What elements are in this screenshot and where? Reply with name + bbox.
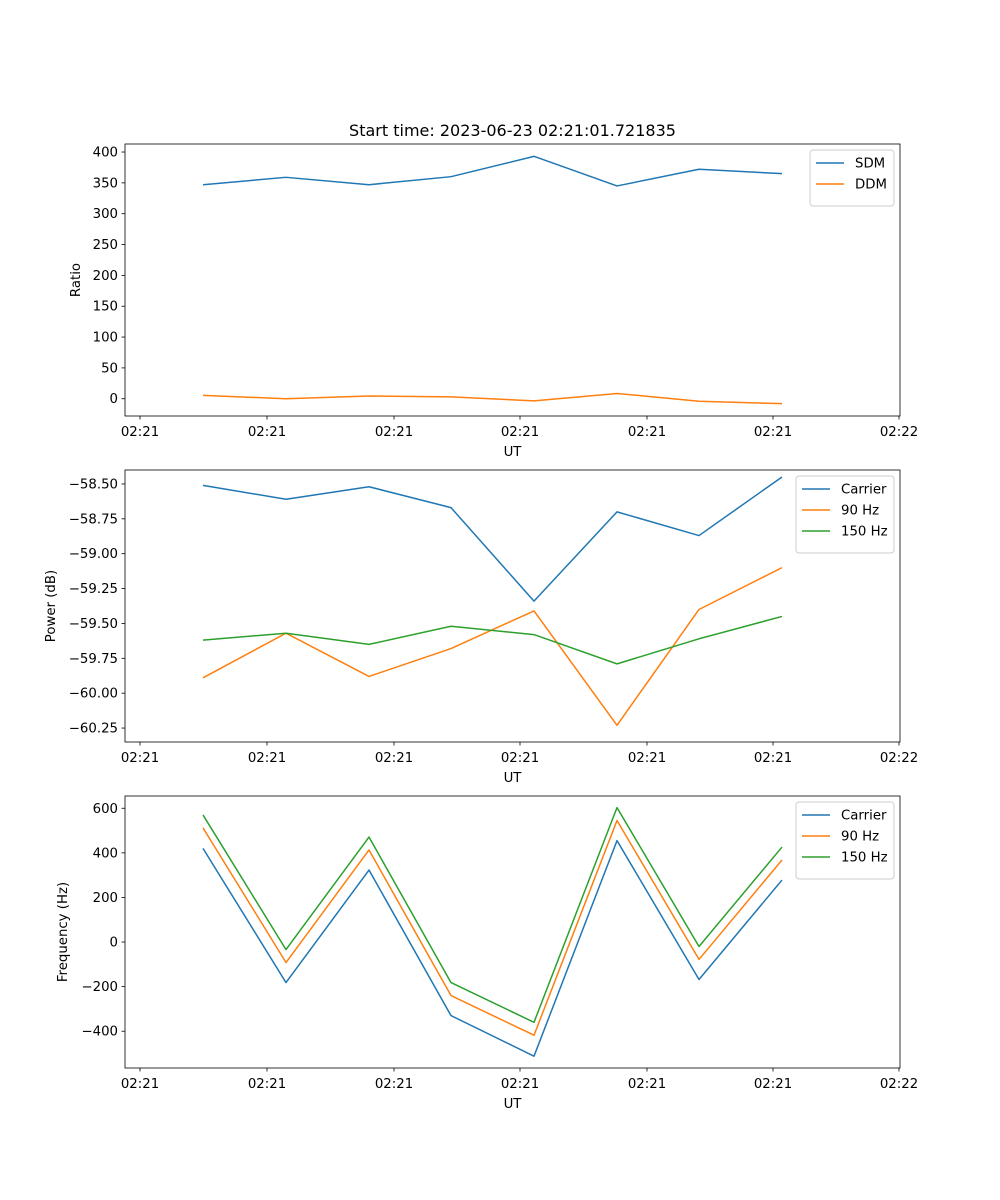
legend-label: 150 Hz (841, 851, 888, 866)
x-tick-label: 02:21 (501, 425, 539, 440)
x-tick-label: 02:21 (248, 751, 286, 766)
x-tick-label: 02:21 (121, 425, 159, 440)
y-tick-label: −60.00 (69, 687, 118, 702)
x-tick-label: 02:21 (121, 1077, 159, 1092)
x-tick-label: 02:21 (121, 751, 159, 766)
y-tick-label: 400 (93, 146, 118, 161)
x-tick-label: 02:21 (375, 1077, 413, 1092)
series-line-ddm (202, 392, 783, 405)
legend: Carrier 90 Hz 150 Hz (795, 475, 895, 554)
x-tick-label: 02:21 (754, 1077, 792, 1092)
x-tick-label: 02:21 (501, 1077, 539, 1092)
y-tick-label: −59.25 (69, 582, 118, 597)
series-line-sdm (202, 155, 783, 187)
y-tick-label: 250 (93, 238, 118, 253)
x-tick-label: 02:21 (501, 751, 539, 766)
x-tick-label: 02:21 (375, 751, 413, 766)
y-tick-label: −59.50 (69, 617, 118, 632)
y-tick-label: 400 (93, 846, 118, 861)
chart-panel-2: −60.25 −60.00 −59.75 −59.50 −59.25 −59.00 −58.… (44, 469, 918, 786)
series-line-150-hz (202, 806, 783, 1024)
y-tick-label: 300 (93, 207, 118, 222)
y-tick-label: −400 (81, 1025, 118, 1040)
x-tick-label: 02:22 (880, 425, 918, 440)
x-tick-label: 02:21 (754, 751, 792, 766)
axes-frame (124, 143, 901, 417)
x-tick-label: 02:21 (248, 425, 286, 440)
chart-title: Start time: 2023-06-23 02:21:01.721835 (349, 121, 676, 140)
legend-box (809, 149, 895, 207)
axes-frame (124, 469, 901, 743)
y-tick-label: 600 (93, 802, 118, 817)
legend-label: Carrier (841, 809, 887, 824)
axes-frame (124, 795, 901, 1069)
y-tick-label: 150 (93, 300, 118, 315)
y-tick-label: −59.00 (69, 547, 118, 562)
legend-box (795, 801, 895, 880)
x-axis-label: UT (504, 771, 523, 786)
x-tick-label: 02:21 (248, 1077, 286, 1092)
series-line-carrier (202, 476, 783, 602)
legend-box (795, 475, 895, 554)
chart-panel-3: −400 −200 0 200 400 600 02:21 02:21 02:21 02:21 02… (56, 795, 918, 1112)
y-tick-label: 100 (93, 331, 118, 346)
y-axis-label: Power (dB) (44, 570, 59, 642)
x-tick-label: 02:21 (628, 751, 666, 766)
y-tick-label: 350 (93, 176, 118, 191)
x-tick-label: 02:21 (375, 425, 413, 440)
series-line-90-hz (202, 819, 783, 1036)
x-axis-label: UT (504, 445, 523, 460)
legend: Carrier 90 Hz 150 Hz (795, 801, 895, 880)
x-tick-label: 02:22 (880, 1077, 918, 1092)
legend-label: Carrier (841, 483, 887, 498)
y-tick-label: −58.75 (69, 512, 118, 527)
y-tick-label: 50 (101, 361, 118, 376)
y-tick-label: −58.50 (69, 477, 118, 492)
x-tick-label: 02:21 (754, 425, 792, 440)
x-tick-label: 02:21 (628, 1077, 666, 1092)
y-tick-label: −60.25 (69, 722, 118, 737)
legend-label: 150 Hz (841, 525, 888, 540)
y-axis-label: Ratio (69, 263, 84, 297)
x-tick-label: 02:21 (628, 425, 666, 440)
y-axis-label: Frequency (Hz) (56, 882, 71, 982)
y-tick-label: 200 (93, 269, 118, 284)
series-line-carrier (202, 839, 783, 1057)
y-tick-label: 0 (110, 936, 118, 951)
legend-label: 90 Hz (841, 504, 879, 519)
legend: SDM DDM (809, 149, 895, 207)
y-tick-label: −59.75 (69, 652, 118, 667)
chart-panel-1: Start time: 2023-06-23 02:21:01.721835 0 5… (69, 121, 918, 460)
y-tick-label: −200 (81, 980, 118, 995)
y-tick-label: 200 (93, 891, 118, 906)
y-tick-label: 0 (110, 392, 118, 407)
x-tick-label: 02:22 (880, 751, 918, 766)
legend-label: DDM (855, 178, 887, 193)
legend-label: SDM (855, 157, 885, 172)
legend-label: 90 Hz (841, 830, 879, 845)
x-axis-label: UT (504, 1097, 523, 1112)
series-line-150-hz (202, 615, 783, 665)
